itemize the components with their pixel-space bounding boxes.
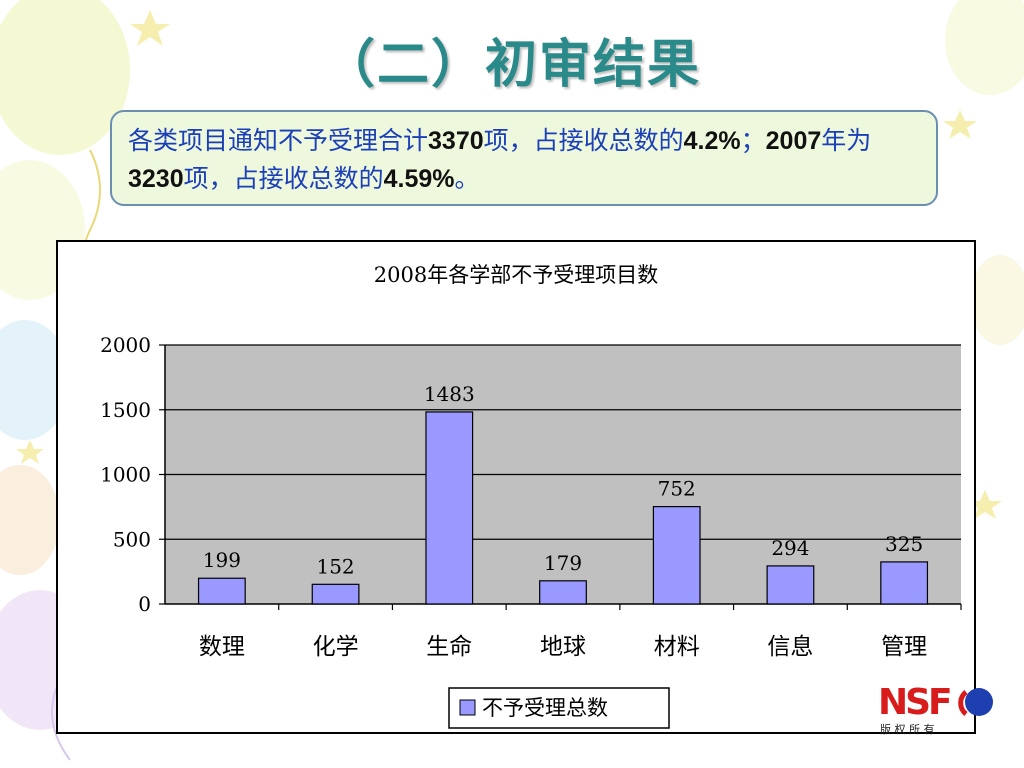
bar — [766, 565, 815, 605]
data-label: 179 — [544, 551, 582, 575]
bar — [880, 561, 929, 605]
callout-text: 。 — [454, 164, 480, 193]
summary-callout: 各类项目通知不予受理合计3370项，占接收总数的4.2%；2007年为3230项… — [110, 110, 938, 206]
legend-label: 不予受理总数 — [482, 696, 608, 720]
chart-title: 2008年各学部不予受理项目数 — [374, 263, 658, 287]
callout-text: 年为 — [821, 126, 872, 155]
data-label: 325 — [885, 532, 923, 556]
data-label: 294 — [771, 536, 809, 560]
data-label: 1483 — [424, 382, 475, 406]
callout-figure: 3370 — [428, 127, 484, 155]
category-label: 数理 — [199, 634, 245, 660]
balloon-shape — [945, 0, 1024, 95]
y-tick-label: 1000 — [100, 463, 151, 487]
category-label: 材料 — [654, 634, 700, 660]
data-label: 752 — [658, 477, 696, 501]
bar — [425, 411, 474, 605]
star-shape — [968, 490, 1002, 519]
callout-figure: 4.2% — [683, 127, 741, 155]
balloon-shape — [970, 255, 1024, 345]
star-shape — [943, 110, 977, 139]
bar — [311, 583, 360, 605]
nsfc-logo: NSF 版 权 所 有 — [878, 682, 993, 736]
category-label: 信息 — [767, 634, 813, 660]
callout-text: 各类项目通知不予受理合计 — [128, 126, 429, 155]
callout-text: 项，占接收总数的 — [483, 126, 684, 155]
legend: 不予受理总数 — [448, 687, 670, 729]
callout-figure: 3230 — [128, 165, 184, 193]
star-shape — [130, 10, 170, 46]
y-tick-label: 1500 — [100, 398, 151, 422]
bar-chart: 2008年各学部不予受理项目数 0 500 1000 1500 2000 199 数理 152… — [100, 263, 962, 729]
bar — [197, 577, 246, 605]
balloon-shape — [0, 320, 70, 440]
y-tick-label: 0 — [138, 592, 151, 616]
svg-text:版 权 所 有: 版 权 所 有 — [880, 722, 935, 736]
legend-swatch — [459, 699, 476, 716]
chart-frame: 2008年各学部不予受理项目数 0 500 1000 1500 2000 199 数理 152… — [56, 240, 976, 734]
category-label: 化学 — [313, 634, 359, 660]
callout-figure: 4.59% — [383, 165, 455, 193]
data-label: 152 — [316, 554, 354, 578]
callout-text: 项，占接收总数的 — [183, 164, 384, 193]
callout-figure: 2007 — [765, 127, 822, 155]
y-tick-label: 2000 — [100, 333, 151, 357]
balloon-shape — [0, 465, 60, 575]
bar — [539, 580, 587, 605]
svg-text:NSF: NSF — [878, 682, 950, 723]
bar — [652, 506, 701, 605]
legend-box — [448, 687, 670, 729]
category-label: 管理 — [881, 634, 927, 660]
star-shape — [16, 440, 44, 464]
y-tick-label: 500 — [113, 527, 151, 551]
category-label: 地球 — [540, 634, 586, 660]
category-label: 生命 — [426, 634, 472, 660]
slide-title: （二）初审结果 — [322, 35, 701, 95]
callout-text: ； — [740, 126, 766, 155]
balloon-shape — [0, 0, 130, 155]
data-label: 199 — [203, 548, 241, 572]
